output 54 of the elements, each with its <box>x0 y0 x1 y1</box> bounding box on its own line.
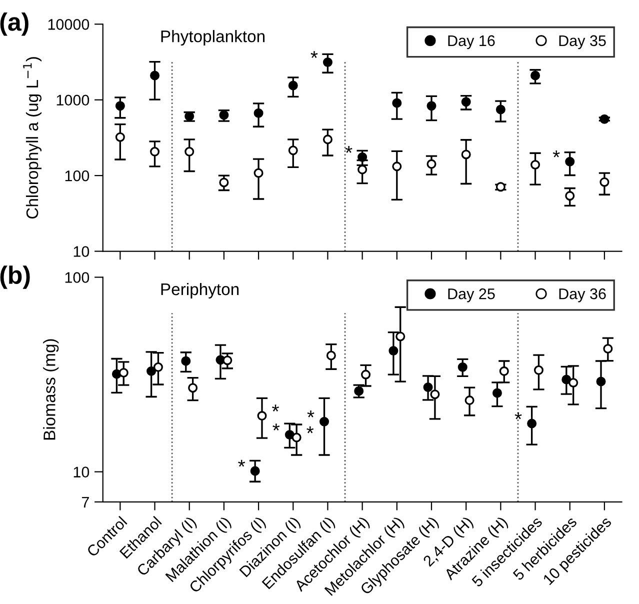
point <box>150 70 160 80</box>
point <box>115 101 125 111</box>
annotation: * <box>307 410 314 418</box>
point <box>254 108 264 118</box>
point <box>600 114 610 124</box>
annotation: * <box>552 150 560 158</box>
point <box>358 152 368 162</box>
legend-label: Day 25 <box>448 288 495 302</box>
point <box>565 191 575 201</box>
chart-title: (b) <box>0 266 30 289</box>
legend-label: Day 35 <box>559 35 606 50</box>
point <box>496 182 506 192</box>
chart-title: (a) <box>0 12 28 36</box>
y-tick-label: 1000 <box>56 94 90 106</box>
point <box>530 70 540 80</box>
point <box>150 146 160 156</box>
point <box>219 178 229 188</box>
point <box>392 162 402 172</box>
legend-label: Day 36 <box>559 288 606 302</box>
annotation: * <box>272 404 279 412</box>
y-tick-label: 10 <box>74 466 90 478</box>
point <box>115 132 125 142</box>
y-tick-label: 7 <box>82 496 89 508</box>
point <box>600 177 610 187</box>
point <box>392 98 402 108</box>
point <box>322 57 332 68</box>
chart-subtitle: Phytoplankton <box>161 30 265 46</box>
y-tick-label: 10000 <box>48 19 90 30</box>
point <box>288 146 298 156</box>
point <box>358 164 368 174</box>
point <box>426 159 436 169</box>
point <box>322 134 332 144</box>
legend-label: Day 16 <box>448 35 495 50</box>
y-axis-title: Biomass (mg) <box>43 339 59 440</box>
point <box>565 156 575 166</box>
point <box>461 150 471 160</box>
annotation: * <box>306 426 314 434</box>
point <box>288 80 298 90</box>
annotation: * <box>310 51 318 58</box>
annotation: * <box>272 424 280 430</box>
point <box>184 146 194 156</box>
y-axis-title: Chlorophyll a (ug L$^{−1}$) <box>23 57 42 219</box>
annotation: * <box>514 412 522 420</box>
point <box>530 160 540 170</box>
point <box>496 104 506 114</box>
point <box>254 168 264 178</box>
chart-subtitle: Periphyton <box>161 282 239 298</box>
y-tick-label: 100 <box>65 170 90 182</box>
point <box>426 101 436 111</box>
annotation: * <box>345 146 352 153</box>
annotation: * <box>238 460 246 467</box>
y-tick-label: 10 <box>74 246 90 257</box>
y-tick-label: 100 <box>65 272 90 283</box>
point <box>461 97 471 107</box>
